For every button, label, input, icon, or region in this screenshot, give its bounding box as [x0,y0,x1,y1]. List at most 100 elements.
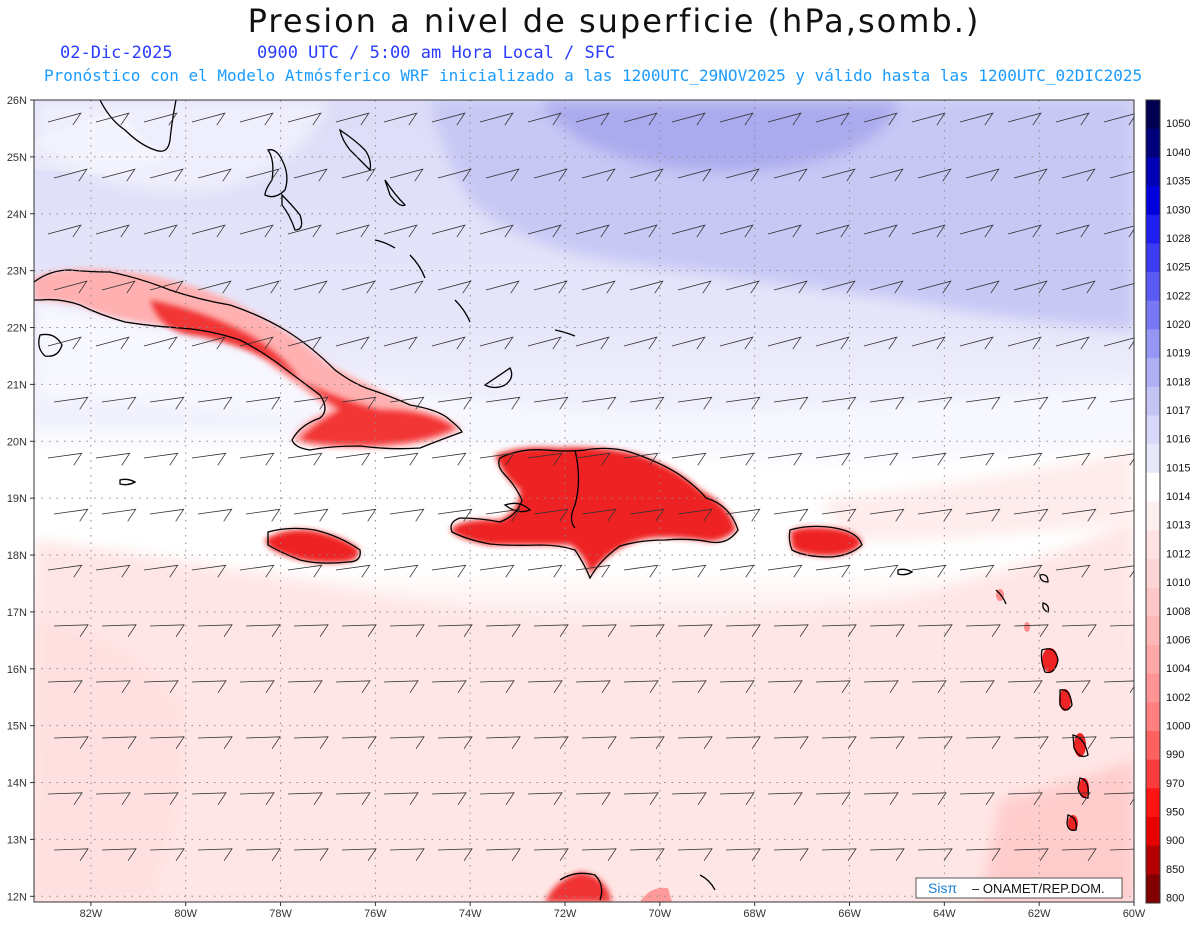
wind-barb [1109,283,1134,291]
colorbar-label: 1012 [1166,548,1190,560]
wind-barb [437,848,473,862]
colorbar-label: 850 [1166,864,1184,876]
wind-barb [341,508,377,522]
wind-barb [815,564,851,578]
wind-barb [863,452,899,466]
wind-barb [623,336,658,350]
wind-barb [437,168,472,182]
wind-barb [965,508,1001,522]
colorbar-label: 1000 [1166,721,1190,733]
wind-barb [533,624,569,638]
wind-barbs [47,112,1134,917]
wind-barb [239,224,274,238]
wind-barb [725,168,760,182]
wind-barb [47,224,82,238]
wind-barb [149,396,185,410]
wind-barb [1056,905,1090,917]
colorbar-swatch [1146,300,1160,330]
wind-barb [677,508,713,522]
wind-barb [863,792,899,806]
wind-barb [149,168,184,182]
wind-barb [191,564,227,578]
wind-barb [485,280,520,294]
wind-barb [335,680,371,694]
wind-barb [767,792,803,806]
wind-barb [383,792,419,806]
wind-barb [341,736,377,750]
wind-barb [479,564,515,578]
wind-barb [575,224,610,238]
colorbar-label: 1014 [1166,491,1190,503]
wind-barb [47,112,82,126]
wind-barb [581,508,617,522]
lat-label: 22N [7,323,27,335]
colorbar-label: 970 [1166,778,1184,790]
wind-barb [431,336,466,350]
colorbar-label: 950 [1166,807,1184,819]
latitude-labels: 26N 25N 24N 23N 22N 21N 20N 19N 18N 17N 16N 15N 14N 1… [7,95,34,903]
wind-barb [629,736,665,750]
wind-barb [341,624,377,638]
wind-barb [821,848,857,862]
wind-barb [581,848,617,862]
wind-barb [335,452,371,466]
wind-barb [959,564,995,578]
lat-label: 17N [7,607,27,619]
wind-barb [629,624,665,638]
lat-label: 25N [7,152,27,164]
wind-barb [197,508,233,522]
wind-barb [863,564,899,578]
wind-barb [671,336,706,350]
wind-barb [911,564,947,578]
wind-barb [383,452,419,466]
high-pressure-area [34,100,1134,460]
colorbar-swatch [1146,329,1160,359]
wind-barb [767,680,803,694]
colorbar-label: 900 [1166,835,1184,847]
wind-barb [437,624,473,638]
colorbar-swatch [1146,386,1160,416]
wind-barb [389,168,424,182]
wind-barb [533,396,569,410]
pressure-colorbar: 1050 1040 1035 1030 1028 1025 1022 1020 1019 1018… [1145,99,1190,905]
wind-barb [527,680,563,694]
wind-barb [95,452,131,466]
wind-barb [341,848,377,862]
wind-barb [869,280,904,294]
wind-barb [917,624,953,638]
colorbar-swatch [1146,157,1160,187]
wind-barb [287,792,323,806]
wind-barb [821,396,857,410]
wind-barb [677,396,713,410]
lat-label: 26N [7,95,27,107]
wind-barb [239,680,275,694]
colorbar-swatch [1146,530,1160,560]
wind-barb [197,848,233,862]
colorbar-swatch [1146,558,1160,588]
wind-barb [719,336,754,350]
wind-barb [1061,168,1096,182]
wind-barb [869,624,905,638]
colorbar-label: 1002 [1166,692,1190,704]
colorbar-swatch [1146,444,1160,474]
wind-barb [389,280,424,294]
wind-barb [965,396,1001,410]
colorbar-swatch [1146,759,1160,789]
wind-barb [575,680,611,694]
colorbar-swatch [1146,644,1160,674]
colorbar-label: 1030 [1166,204,1190,216]
wind-barb [1055,112,1090,126]
wind-barb [719,564,755,578]
wind-barb [725,280,760,294]
wind-barb [1007,680,1043,694]
colorbar-label: 1018 [1166,376,1190,388]
wind-barb [485,624,521,638]
wind-barb [917,508,953,522]
wind-barb [335,336,370,350]
wind-barb [1007,112,1042,126]
lon-label: 64W [933,908,956,920]
colorbar-label: 1017 [1166,405,1190,417]
wind-barb [629,280,664,294]
colorbar-swatch [1146,358,1160,388]
